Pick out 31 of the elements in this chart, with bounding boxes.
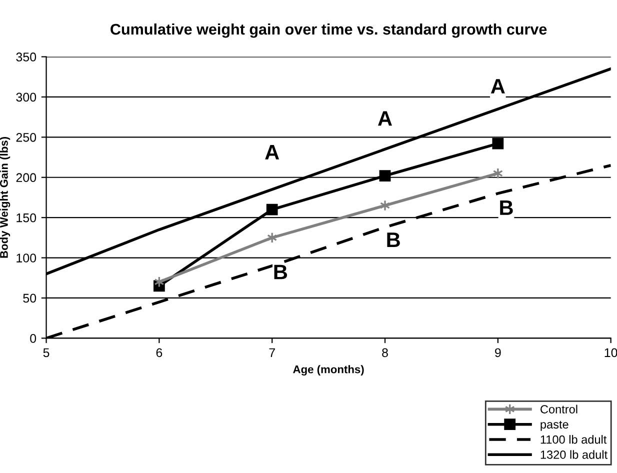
x-tick-label: 7 xyxy=(269,348,275,357)
y-tick-label: 250 xyxy=(16,132,36,142)
chart-title: Cumulative weight gain over time vs. standard growth curve xyxy=(110,23,547,38)
x-axis-title: Age (months) xyxy=(293,365,364,376)
annotation: A xyxy=(378,111,392,126)
legend-label: paste xyxy=(540,420,568,431)
annotation: A xyxy=(265,145,280,160)
x-tick-label: 10 xyxy=(604,348,617,358)
legend-label: 1320 lb adult xyxy=(540,450,608,459)
legend-label: Control xyxy=(540,404,578,414)
y-tick-label: 100 xyxy=(16,254,36,262)
annotation: B xyxy=(500,200,513,215)
y-tick-label: 0 xyxy=(30,334,36,343)
y-tick-label: 150 xyxy=(16,213,36,222)
y-axis-title: Body Weight Gain (lbs) xyxy=(0,137,10,258)
y-tick-label: 50 xyxy=(23,294,36,303)
annotation: A xyxy=(490,79,505,94)
x-tick-label: 9 xyxy=(495,348,501,358)
y-tick-label: 350 xyxy=(16,52,36,62)
point xyxy=(266,204,278,216)
annotation: B xyxy=(387,232,400,248)
y-tick-label: 200 xyxy=(16,173,36,182)
x-tick-label: 8 xyxy=(382,348,388,358)
point xyxy=(379,170,391,182)
point xyxy=(492,138,504,150)
y-tick-label: 300 xyxy=(16,92,36,102)
x-tick-label: 5 xyxy=(43,348,50,358)
x-tick-label: 6 xyxy=(156,348,162,358)
legend-label: 1100 lb adult xyxy=(540,435,607,444)
point xyxy=(380,200,390,212)
annotation: B xyxy=(274,264,288,280)
